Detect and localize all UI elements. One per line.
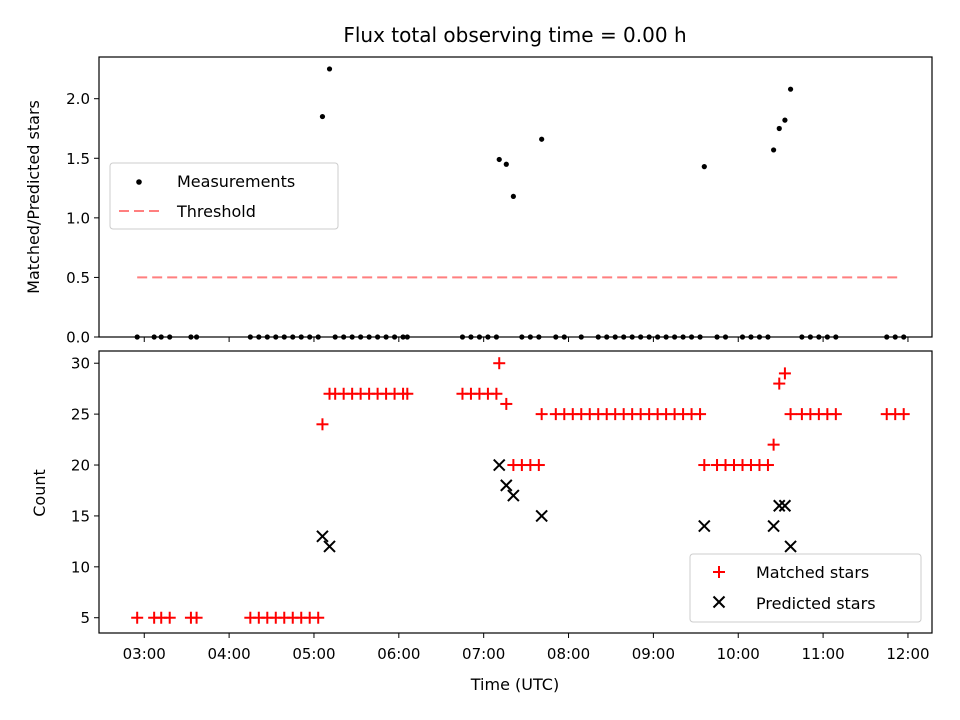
matched-star-point: [493, 357, 506, 370]
measurement-point: [787, 86, 794, 92]
predicted-star-point: [767, 519, 780, 533]
x-tick-label: 04:00: [207, 645, 250, 663]
predicted-star-mark-b: [778, 499, 792, 512]
matched-star-point: [131, 611, 144, 624]
top-legend: Measurements Threshold: [109, 162, 339, 230]
matched-star-point: [761, 459, 774, 472]
predicted-star-mark-b: [323, 540, 336, 553]
bottom-plot-frame: [98, 350, 933, 634]
legend-matched-label: Matched stars: [756, 563, 869, 582]
x-tick-label: 05:00: [292, 645, 335, 663]
top-y-tick-label: 1.0: [66, 209, 90, 227]
matched-star-point: [163, 611, 176, 624]
bottom-y-tick-label: 15: [71, 507, 90, 525]
predicted-star-mark-b: [535, 509, 548, 523]
predicted-star-point: [316, 530, 329, 543]
matched-star-point: [778, 367, 791, 380]
legend-measurements-marker: [136, 179, 142, 185]
top-plot-frame: [98, 56, 933, 338]
legend-matched-marker: [713, 566, 725, 578]
predicted-star-point: [784, 540, 797, 553]
matched-star-point: [316, 418, 329, 431]
bottom-y-tick-label: 5: [80, 609, 90, 627]
matched-star-point: [767, 438, 780, 451]
legend-predicted-marker: [712, 595, 726, 609]
predicted-star-point: [493, 458, 506, 472]
bottom-y-axis-label: Count: [30, 469, 49, 517]
x-tick-label: 03:00: [123, 645, 166, 663]
measurement-point: [771, 147, 777, 153]
predicted-star-mark-b: [507, 489, 520, 502]
bottom-y-tick-label: 25: [71, 406, 90, 424]
predicted-star-point: [773, 499, 786, 512]
top-y-ticks: 0.0 0.5 1.0 1.5 2.0: [66, 90, 99, 347]
top-legend-box: [109, 162, 339, 230]
predicted-star-mark-b: [493, 458, 506, 472]
predicted-stars-points: [316, 458, 797, 553]
predicted-star-mark-b: [500, 479, 513, 492]
measurement-point: [701, 164, 707, 170]
legend-predicted-label: Predicted stars: [756, 594, 876, 613]
predicted-star-mark-b: [767, 519, 780, 533]
matched-star-point: [190, 611, 203, 624]
matched-star-point: [535, 408, 548, 421]
bottom-y-tick-label: 10: [71, 558, 90, 576]
measurement-point: [503, 161, 509, 167]
bottom-legend-box: [689, 553, 922, 623]
matched-stars-points: [131, 357, 910, 624]
x-tick-label: 12:00: [886, 645, 929, 663]
matched-star-point: [500, 397, 513, 410]
top-y-axis-label: Matched/Predicted stars: [24, 100, 43, 294]
matched-star-point: [490, 387, 503, 400]
top-x-ticks: [143, 337, 909, 342]
bottom-y-ticks: 5 10 15 20 25 30: [71, 355, 99, 627]
predicted-star-point: [778, 499, 792, 512]
matched-star-point: [312, 611, 325, 624]
measurement-point: [496, 156, 502, 163]
x-tick-label: 10:00: [717, 645, 760, 663]
bottom-legend: Matched stars Predicted stars: [689, 553, 922, 623]
legend-threshold-label: Threshold: [176, 202, 256, 221]
matched-star-point: [773, 377, 786, 390]
matched-star-point: [897, 408, 910, 421]
bottom-y-tick-label: 30: [71, 355, 90, 373]
bottom-y-tick-label: 20: [71, 457, 90, 475]
predicted-star-mark-b: [784, 540, 797, 553]
bottom-x-ticks: 03:00 04:00 05:00 06:00 07:00 08:00 09:00 10:00…: [123, 633, 930, 663]
legend-measurements-label: Measurements: [177, 172, 295, 191]
measurement-point: [326, 66, 333, 72]
x-tick-label: 09:00: [632, 645, 675, 663]
x-tick-label: 06:00: [377, 645, 420, 663]
matched-star-point: [532, 459, 545, 472]
matched-star-point: [401, 387, 414, 400]
top-y-tick-label: 2.0: [66, 90, 90, 108]
predicted-star-mark-b: [698, 519, 711, 533]
predicted-star-point: [507, 489, 520, 502]
matched-star-point: [829, 408, 842, 421]
top-y-tick-label: 0.0: [66, 329, 90, 347]
measurement-point: [510, 193, 516, 200]
x-axis-label: Time (UTC): [470, 675, 559, 694]
matched-star-point: [784, 408, 797, 421]
predicted-star-point: [698, 519, 711, 533]
measurement-point: [539, 136, 545, 142]
predicted-star-mark-b: [773, 499, 786, 512]
predicted-star-point: [323, 540, 336, 553]
predicted-star-mark-b: [316, 530, 329, 543]
matched-star-point: [694, 408, 707, 421]
measurement-point: [776, 125, 782, 132]
x-tick-label: 07:00: [462, 645, 505, 663]
top-y-tick-label: 1.5: [66, 150, 90, 168]
measurement-point: [782, 117, 788, 123]
x-tick-label: 08:00: [547, 645, 590, 663]
matched-star-point: [698, 459, 711, 472]
measurement-point: [319, 113, 326, 120]
chart-title: Flux total observing time = 0.00 h: [343, 23, 686, 47]
top-y-tick-label: 0.5: [66, 269, 90, 287]
predicted-star-point: [535, 509, 548, 523]
predicted-star-point: [500, 479, 513, 492]
x-tick-label: 11:00: [801, 645, 844, 663]
